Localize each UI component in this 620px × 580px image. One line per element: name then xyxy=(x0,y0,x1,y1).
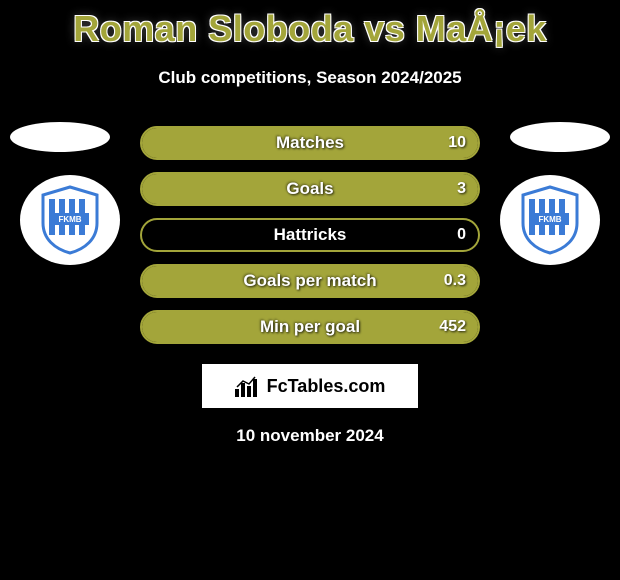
stat-label: Goals per match xyxy=(243,271,376,291)
stat-right-value: 0.3 xyxy=(444,272,466,290)
stat-right-value: 452 xyxy=(439,318,466,336)
stat-label: Goals xyxy=(286,179,333,199)
stat-row: Min per goal 452 xyxy=(140,310,480,344)
player-avatar-right xyxy=(510,122,610,152)
svg-text:FKMB: FKMB xyxy=(58,215,81,224)
stat-row: Goals per match 0.3 xyxy=(140,264,480,298)
season-subtitle: Club competitions, Season 2024/2025 xyxy=(0,68,620,88)
brand-text: FcTables.com xyxy=(267,376,386,397)
brand-bars-icon xyxy=(235,375,261,397)
comparison-title: Roman Sloboda vs MaÅ¡ek xyxy=(0,0,620,50)
club-badge-left: FKMB xyxy=(20,175,120,265)
brand-badge: FcTables.com xyxy=(202,364,418,408)
stat-row: Goals 3 xyxy=(140,172,480,206)
club-logo-icon: FKMB xyxy=(39,185,101,255)
stat-label: Min per goal xyxy=(260,317,360,337)
stat-label: Hattricks xyxy=(274,225,347,245)
stat-right-value: 10 xyxy=(448,134,466,152)
club-badge-right: FKMB xyxy=(500,175,600,265)
player-avatar-left xyxy=(10,122,110,152)
snapshot-date: 10 november 2024 xyxy=(0,426,620,446)
stat-row: Hattricks 0 xyxy=(140,218,480,252)
stat-row: Matches 10 xyxy=(140,126,480,160)
stat-right-value: 0 xyxy=(457,226,466,244)
stat-label: Matches xyxy=(276,133,344,153)
svg-text:FKMB: FKMB xyxy=(538,215,561,224)
club-logo-icon: FKMB xyxy=(519,185,581,255)
stat-right-value: 3 xyxy=(457,180,466,198)
